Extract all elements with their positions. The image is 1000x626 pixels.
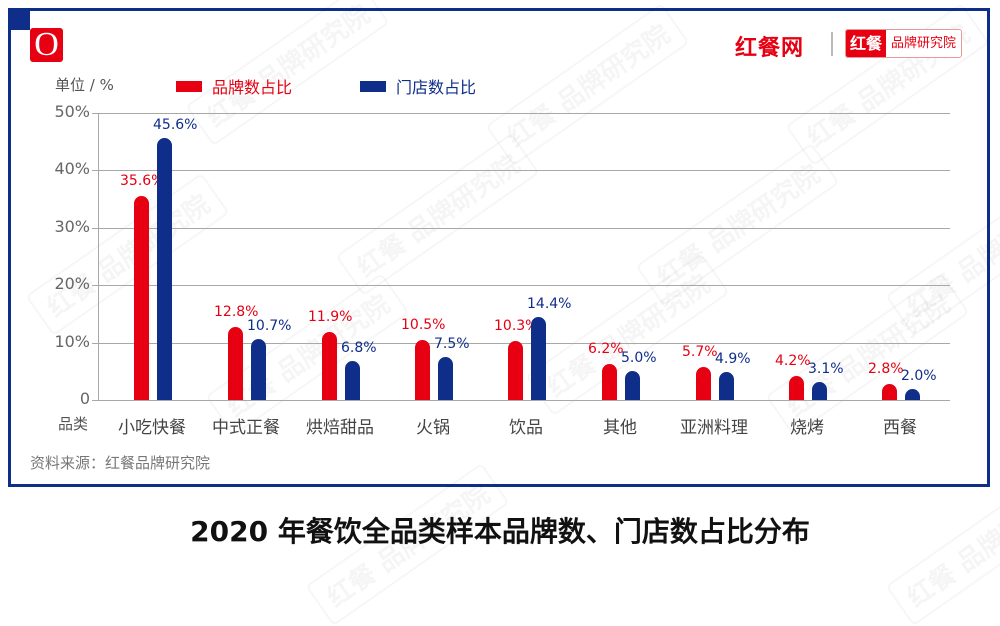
x-category-label: 其他 (603, 418, 637, 438)
gridline (98, 342, 950, 344)
bar-store (157, 138, 172, 400)
value-label: 12.8% (214, 303, 259, 320)
brand-name: 红餐网 (735, 36, 805, 61)
legend-label: 品牌数占比 (212, 78, 293, 97)
x-category-label: 亚洲料理 (680, 418, 748, 438)
bar-store (345, 360, 360, 400)
legend-swatch-red (176, 80, 202, 92)
x-category-label: 火锅 (416, 418, 450, 438)
bar-store (812, 382, 827, 400)
gridline (98, 170, 950, 172)
bar-brand (696, 367, 711, 400)
x-category-label: 烘焙甜品 (306, 418, 374, 438)
y-tick-label: 50% (54, 102, 90, 121)
value-label: 2.0% (901, 367, 937, 384)
bar-brand (789, 375, 804, 400)
tick-mark (92, 285, 98, 287)
bar-brand (602, 364, 617, 400)
bar-brand (228, 326, 243, 400)
bar-store (625, 371, 640, 400)
brand-badge: 红餐 品牌研究院 (845, 29, 963, 58)
brand-badge-right: 品牌研究院 (886, 30, 962, 57)
tick-mark (92, 342, 98, 344)
bar-brand (508, 340, 523, 400)
value-label: 10.5% (401, 316, 446, 333)
bar-store (531, 317, 546, 400)
legend-item-brand: 品牌数占比 (176, 74, 292, 98)
value-label: 7.5% (434, 335, 470, 352)
tick-mark (92, 227, 98, 229)
x-category-label: 中式正餐 (212, 418, 280, 438)
unit-label: 单位 / % (55, 76, 114, 94)
value-label: 14.4% (527, 296, 572, 313)
y-tick-label: 40% (54, 159, 90, 179)
legend-item-store: 门店数占比 (360, 74, 476, 98)
source-note: 资料来源：红餐品牌研究院 (30, 454, 211, 472)
value-label: 10.7% (247, 317, 292, 334)
gridline (98, 227, 950, 229)
y-tick-label: 30% (54, 216, 90, 236)
legend-label: 门店数占比 (396, 78, 477, 97)
value-label: 4.9% (715, 350, 751, 367)
value-label: 45.6% (153, 117, 198, 134)
bar-store (719, 371, 734, 400)
value-label: 6.8% (341, 339, 377, 356)
gridline (98, 285, 950, 287)
logo-icon: O (30, 28, 63, 62)
bar-brand (134, 195, 149, 400)
value-label: 10.3% (494, 317, 539, 334)
y-tick-label: 20% (54, 274, 90, 294)
brand-divider (831, 32, 833, 56)
value-label: 4.2% (775, 352, 811, 369)
value-label: 5.0% (621, 350, 657, 367)
bar-brand (415, 339, 430, 400)
value-label: 5.7% (682, 344, 718, 361)
corner-accent (8, 8, 30, 30)
legend-swatch-blue (360, 80, 386, 92)
value-label: 3.1% (808, 361, 844, 378)
value-label: 35.6% (120, 172, 165, 189)
gridline (98, 113, 950, 114)
bar-store (251, 338, 266, 400)
bar-brand (322, 331, 337, 400)
gridline (98, 400, 950, 401)
bar-store (438, 356, 453, 400)
value-label: 6.2% (588, 341, 624, 358)
y-axis (98, 113, 99, 400)
y-tick-label: 0 (79, 389, 90, 408)
bar-store (905, 388, 920, 400)
chart-title: 2020 年餐饮全品类样本品牌数、门店数占比分布 (190, 515, 810, 548)
x-category-label: 西餐 (883, 418, 917, 438)
tick-mark (92, 400, 98, 401)
y-tick-label: 10% (54, 331, 90, 351)
tick-mark (92, 113, 98, 114)
value-label: 2.8% (868, 360, 904, 377)
x-category-label: 小吃快餐 (118, 418, 186, 438)
brand-badge-left: 红餐 (846, 30, 887, 57)
tick-mark (92, 170, 98, 172)
x-category-label: 烧烤 (790, 418, 824, 438)
x-category-label: 饮品 (509, 418, 543, 438)
value-label: 11.9% (308, 308, 353, 325)
bar-brand (882, 383, 897, 400)
x-axis-label: 品类 (58, 415, 89, 433)
